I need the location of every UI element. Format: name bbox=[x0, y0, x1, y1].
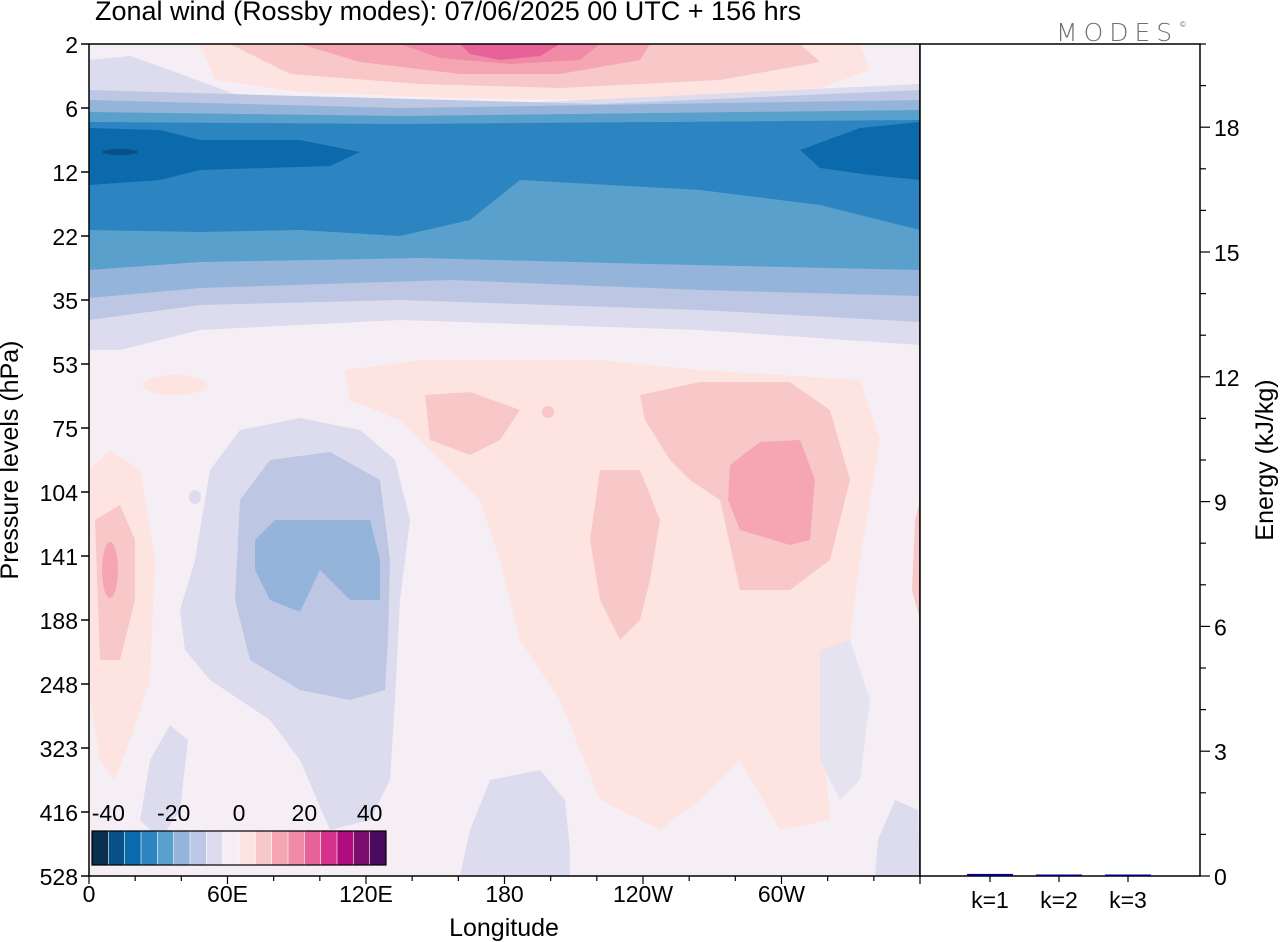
contour-west-2 bbox=[102, 542, 118, 598]
pressure-tick-label: 323 bbox=[40, 736, 78, 762]
energy-category-label: k=3 bbox=[1109, 887, 1147, 913]
pressure-tick-label: 188 bbox=[40, 608, 78, 634]
contour-small-neg bbox=[189, 490, 201, 504]
stratospheric-negative-band bbox=[89, 56, 920, 350]
colorbar-swatch bbox=[189, 830, 208, 866]
colorbar-tick-label: 0 bbox=[233, 800, 246, 826]
y-axis-label: Pressure levels (hPa) bbox=[0, 341, 24, 580]
contour-neg-5b bbox=[800, 122, 920, 180]
colorbar-tick-label: 20 bbox=[292, 800, 318, 826]
energy-category-label: k=1 bbox=[971, 887, 1009, 913]
contour-edge-pos bbox=[912, 500, 920, 620]
energy-tick-label: 18 bbox=[1214, 115, 1240, 141]
longitude-tick-label: 120E bbox=[339, 881, 393, 907]
colorbar-tick-labels: -40 -20 0 20 40 bbox=[92, 800, 383, 826]
longitude-tick-label: 180 bbox=[485, 881, 523, 907]
colorbar-swatch bbox=[124, 830, 142, 866]
pressure-tick-label: 416 bbox=[40, 800, 78, 826]
pressure-tick-label: 6 bbox=[65, 96, 78, 122]
contour-low-neg-a bbox=[140, 725, 188, 840]
longitude-axis: 0 60E 120E 180 120W 60W bbox=[83, 876, 921, 907]
colorbar-tick-label: -20 bbox=[157, 800, 190, 826]
colorbar-swatch bbox=[320, 830, 338, 866]
contour-small-pos bbox=[143, 375, 207, 395]
x-axis-label: Longitude bbox=[449, 914, 559, 942]
pressure-tick-label: 104 bbox=[40, 480, 79, 506]
energy-category-labels: k=1 k=2 k=3 bbox=[971, 876, 1147, 913]
colorbar-swatch bbox=[271, 830, 289, 866]
colorbar-swatch bbox=[353, 830, 371, 866]
colorbar-swatch bbox=[304, 830, 322, 866]
colorbar-swatch bbox=[336, 830, 355, 866]
contour-neg-5a bbox=[89, 128, 360, 185]
tropospheric-negative-blob bbox=[180, 418, 410, 830]
pressure-tick-label: 53 bbox=[52, 352, 78, 378]
pressure-tick-label: 248 bbox=[40, 672, 78, 698]
upper-positive-band bbox=[200, 44, 870, 100]
colorbar-swatch bbox=[157, 830, 175, 866]
colorbar-swatch bbox=[255, 830, 273, 866]
contour-low-neg-b bbox=[460, 770, 570, 876]
longitude-tick-label: 0 bbox=[83, 881, 96, 907]
contour-small-pos-2 bbox=[542, 406, 554, 418]
energy-bar bbox=[967, 873, 1013, 876]
colorbar-swatch bbox=[222, 830, 240, 866]
colorbar-swatch bbox=[369, 830, 387, 866]
colorbar-tick-label: 40 bbox=[357, 800, 383, 826]
energy-tick-label: 6 bbox=[1214, 614, 1227, 640]
pressure-tick-label: 35 bbox=[52, 288, 78, 314]
lower-negative-patches bbox=[140, 640, 920, 876]
contour-pos-blob-2 bbox=[728, 440, 815, 545]
tropospheric-positive-blob bbox=[345, 360, 880, 830]
contour-pos-4 bbox=[460, 44, 560, 60]
zonal-wind-contour-field bbox=[89, 44, 920, 876]
colorbar-swatch bbox=[287, 830, 306, 866]
colorbar-swatch bbox=[140, 830, 159, 866]
energy-tick-label: 15 bbox=[1214, 240, 1240, 266]
energy-tick-label: 9 bbox=[1214, 490, 1227, 516]
chart-title: Zonal wind (Rossby modes): 07/06/2025 00… bbox=[95, 0, 802, 26]
logo-copyright-mark: © bbox=[1180, 20, 1186, 29]
contour-pos-blob-1a bbox=[425, 392, 520, 455]
contour-low-neg-c bbox=[875, 800, 920, 876]
energy-axis-label: Energy (kJ/kg) bbox=[1251, 379, 1279, 540]
contour-low-neg-d bbox=[820, 640, 870, 800]
colorbar-swatch bbox=[173, 830, 191, 866]
energy-tick-label: 0 bbox=[1214, 864, 1227, 890]
pressure-tick-label: 141 bbox=[40, 544, 78, 570]
colorbar-tick-label: -40 bbox=[92, 800, 125, 826]
energy-bar bbox=[1105, 874, 1151, 876]
pressure-tick-label: 75 bbox=[52, 416, 78, 442]
energy-tick-label: 12 bbox=[1214, 365, 1240, 391]
pressure-tick-label: 12 bbox=[52, 160, 78, 186]
energy-tick-label: 3 bbox=[1214, 739, 1227, 765]
contour-neg-blob-2 bbox=[255, 520, 380, 612]
colorbar-swatch bbox=[91, 830, 110, 866]
longitude-tick-label: 60W bbox=[758, 881, 806, 907]
contour-neg-6 bbox=[102, 149, 138, 155]
colorbar-swatch bbox=[206, 830, 224, 866]
energy-axis: 0 3 6 9 12 15 18 bbox=[1200, 43, 1240, 890]
pressure-axis: 2 6 12 22 35 53 75 104 141 188 248 323 416 528 bbox=[40, 32, 89, 890]
pressure-tick-label: 22 bbox=[52, 224, 78, 250]
western-positive-strip bbox=[89, 450, 155, 780]
pressure-tick-label: 528 bbox=[40, 864, 78, 890]
colorbar-frame bbox=[91, 830, 387, 866]
energy-panel-frame bbox=[919, 43, 1201, 877]
modes-logo: MODES bbox=[1056, 18, 1179, 47]
energy-bars bbox=[967, 873, 1151, 876]
energy-category-label: k=2 bbox=[1040, 887, 1078, 913]
colorbar bbox=[91, 830, 387, 866]
contour-pos-blob-1c bbox=[590, 470, 660, 640]
energy-bar bbox=[1036, 874, 1082, 876]
pressure-tick-label: 2 bbox=[65, 32, 78, 58]
colorbar-swatch bbox=[108, 830, 126, 866]
longitude-tick-label: 60E bbox=[207, 881, 248, 907]
longitude-tick-label: 120W bbox=[613, 881, 673, 907]
colorbar-swatch bbox=[238, 830, 257, 866]
